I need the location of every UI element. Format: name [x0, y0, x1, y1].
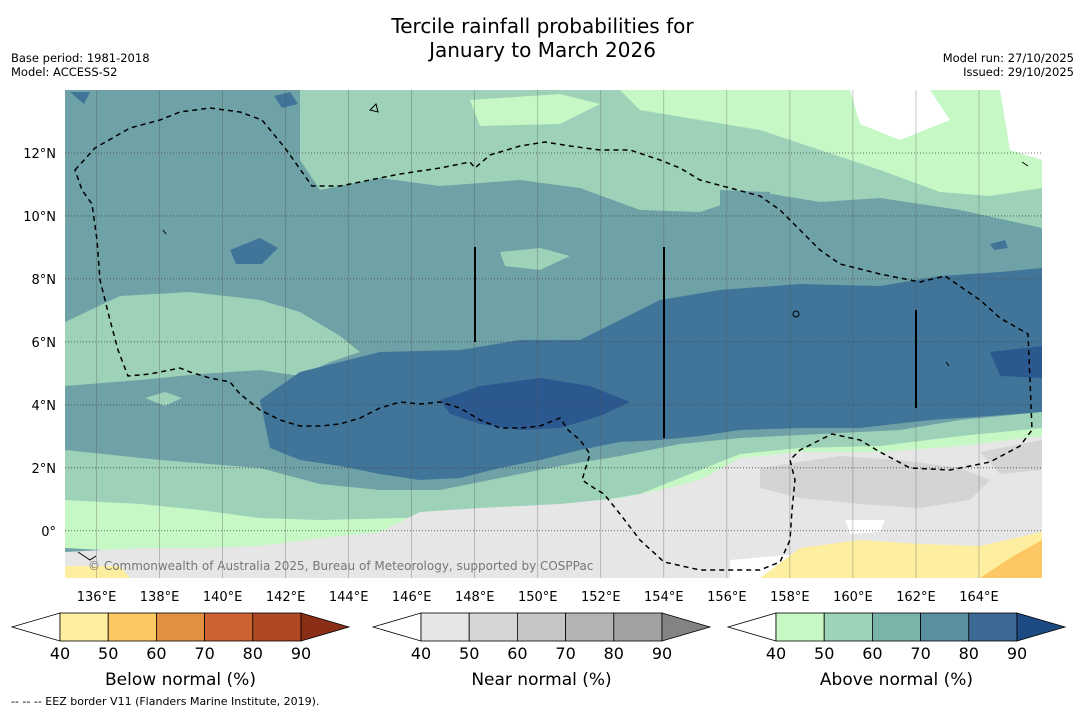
colorbar-extend-high: [1016, 612, 1067, 642]
colorbar-1: 40 50 60 70 80 90 Below normal (%): [10, 612, 351, 690]
lon-tick-label: 160°E: [833, 590, 873, 605]
title-line-1: Tercile rainfall probabilities for: [391, 14, 694, 38]
colorbar-segment: [420, 612, 470, 642]
colorbar-label: Near normal (%): [471, 670, 611, 690]
lon-tick-label: 158°E: [770, 590, 810, 605]
lat-tick-label: 10°N: [23, 210, 56, 225]
lat-tick-label: 6°N: [32, 336, 57, 351]
colorbar-segment: [613, 612, 663, 642]
colorbar-extend-high: [661, 612, 712, 642]
eez-borders: [74, 107, 1033, 571]
lon-tick-label: 154°E: [644, 590, 684, 605]
colorbar-tick-label: 70: [555, 644, 575, 663]
lon-tick-label: 164°E: [959, 590, 999, 605]
map-field: [65, 90, 1042, 578]
colorbar-segment: [204, 612, 254, 642]
colorbar-segment: [920, 612, 970, 642]
eez-footnote: -- -- -- EEZ border V11 (Flanders Marine…: [11, 695, 320, 708]
colorbar-segment: [517, 612, 567, 642]
colorbar-tick-label: 50: [814, 644, 834, 663]
lon-tick-label: 146°E: [392, 590, 432, 605]
lon-tick-label: 162°E: [896, 590, 936, 605]
colorbar-segment: [775, 612, 825, 642]
islands: [77, 103, 1029, 561]
chart-title: Tercile rainfall probabilities for Janua…: [0, 14, 1085, 62]
lon-tick-label: 144°E: [329, 590, 369, 605]
colorbar-tick-label: 60: [862, 644, 882, 663]
base-period: Base period: 1981-2018: [11, 51, 150, 65]
colorbar-segment: [823, 612, 873, 642]
lon-tick-label: 142°E: [266, 590, 306, 605]
colorbar-segment: [59, 612, 109, 642]
colorbar-tick-label: 90: [291, 644, 311, 663]
latitude-labels: 0° 2°N 4°N 6°N 8°N 10°N 12°N: [23, 147, 56, 540]
colorbar-tick-label: 70: [910, 644, 930, 663]
copyright-text: © Commonwealth of Australia 2025, Bureau…: [88, 559, 593, 573]
lon-tick-label: 140°E: [203, 590, 243, 605]
colorbar-tick-label: 50: [98, 644, 118, 663]
colorbar-segment: [252, 612, 302, 642]
colorbar-tick-label: 80: [604, 644, 624, 663]
lat-tick-label: 4°N: [32, 399, 57, 414]
colorbar-extend-low: [10, 612, 61, 642]
colorbar-tick-label: 40: [50, 644, 70, 663]
lon-tick-label: 150°E: [518, 590, 558, 605]
title-line-2: January to March 2026: [429, 38, 656, 62]
colorbar-segment: [565, 612, 615, 642]
lon-tick-label: 156°E: [707, 590, 747, 605]
colorbar-label: Above normal (%): [820, 670, 973, 690]
colorbar-tick-label: 60: [507, 644, 527, 663]
colorbar-label: Below normal (%): [105, 670, 256, 690]
colorbar-tick-label: 50: [459, 644, 479, 663]
colorbar-segment: [968, 612, 1018, 642]
colorbar-extend-low: [371, 612, 422, 642]
colorbar-tick-label: 90: [652, 644, 672, 663]
colorbar-2: 40 50 60 70 80 90 Near normal (%): [371, 612, 712, 690]
colorbar-tick-label: 40: [766, 644, 786, 663]
lon-tick-label: 136°E: [77, 590, 117, 605]
colorbars: 40 50 60 70 80 90 Below normal (%) 40 50 60 70 80 90…: [10, 612, 1067, 690]
model-run-date: Model run: 27/10/2025: [942, 51, 1074, 65]
lat-tick-label: 8°N: [32, 273, 57, 288]
colorbar-segment: [872, 612, 922, 642]
lat-tick-label: 2°N: [32, 462, 57, 477]
lat-tick-label: 12°N: [23, 147, 56, 162]
issued-date: Issued: 29/10/2025: [963, 65, 1074, 79]
colorbar-tick-label: 70: [194, 644, 214, 663]
lon-tick-label: 148°E: [455, 590, 495, 605]
model-name: Model: ACCESS-S2: [11, 65, 118, 79]
colorbar-tick-label: 60: [146, 644, 166, 663]
colorbar-3: 40 50 60 70 80 90 Above normal (%): [726, 612, 1067, 690]
longitude-labels: 136°E 138°E 140°E 142°E 144°E 146°E 148°E 150°E…: [77, 590, 999, 605]
colorbar-segment: [107, 612, 157, 642]
lon-tick-label: 152°E: [581, 590, 621, 605]
colorbar-extend-low: [726, 612, 777, 642]
colorbar-tick-label: 80: [959, 644, 979, 663]
colorbar-extend-high: [300, 612, 351, 642]
colorbar-tick-label: 40: [411, 644, 431, 663]
colorbar-segment: [468, 612, 518, 642]
gridlines: [65, 90, 1042, 578]
lat-tick-label: 0°: [41, 525, 56, 540]
lon-tick-label: 138°E: [140, 590, 180, 605]
colorbar-segment: [155, 612, 205, 642]
colorbar-tick-label: 80: [243, 644, 263, 663]
model-info: Base period: 1981-2018 Model: ACCESS-S2: [11, 51, 150, 79]
run-info: Model run: 27/10/2025 Issued: 29/10/2025: [943, 51, 1074, 79]
colorbar-tick-label: 90: [1007, 644, 1027, 663]
